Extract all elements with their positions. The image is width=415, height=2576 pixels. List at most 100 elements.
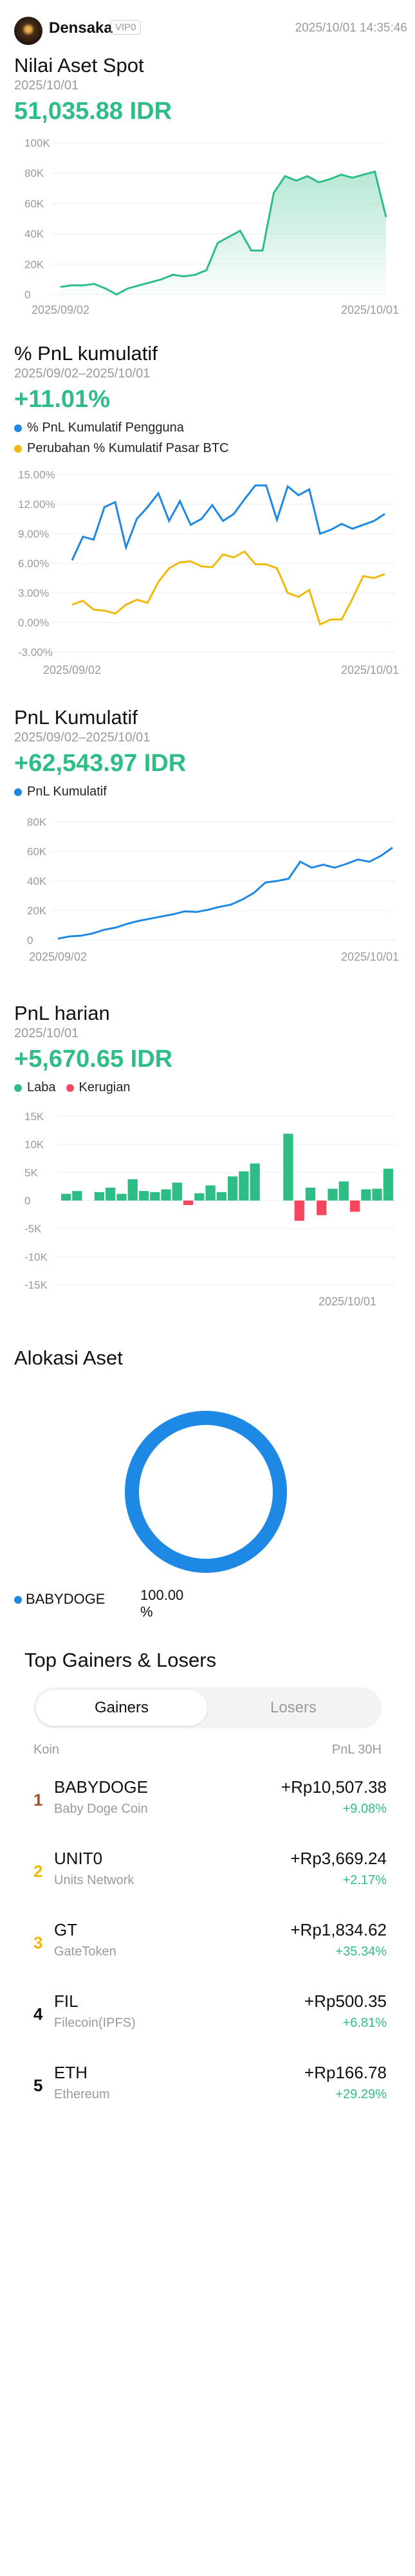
pnl-cum-line — [57, 846, 393, 940]
profit-bar — [161, 1189, 171, 1201]
coin-pnl-pct: +2.17% — [342, 1873, 387, 1887]
alloc-legend-item: BABYDOGE 100.00 % — [14, 1587, 183, 1626]
profit-bar — [138, 1191, 149, 1201]
pnl-cum-title: PnL Kumulatif — [14, 706, 138, 729]
rank-number: 4 — [33, 2004, 43, 2024]
avatar[interactable] — [14, 17, 42, 45]
username: Densaka — [49, 19, 113, 37]
coin-symbol: BABYDOGE — [54, 1777, 148, 1797]
y-tick-label: 100K — [24, 137, 50, 149]
coin-pnl-pct: +29.29% — [335, 2087, 387, 2101]
coin-name: Ethereum — [54, 2087, 110, 2101]
pnl-pct-chart[interactable]: 15.00% 12.00% 9.00% 6.00% 3.00% 0.00% -3.00% 20… — [0, 463, 415, 682]
profit-bar — [361, 1189, 371, 1201]
alloc-slice-babydoge — [125, 1411, 287, 1573]
gainer-row[interactable]: 2 UNIT0 Units Network +Rp3,669.24 +2.17% — [0, 1841, 415, 1905]
y-tick-label: 20K — [24, 259, 44, 271]
y-tick-label: 80K — [27, 816, 47, 828]
coin-pnl: +Rp1,834.62 — [290, 1920, 387, 1939]
btc-line — [71, 550, 385, 626]
profit-bar — [228, 1176, 238, 1201]
profit-bar — [283, 1134, 293, 1201]
gainer-row[interactable]: 4 FIL Filecoin(IPFS) +Rp500.35 +6.81% — [0, 1984, 415, 2048]
coin-pnl: +Rp500.35 — [304, 1991, 387, 2011]
loss-bar — [294, 1201, 304, 1221]
profit-bar — [72, 1191, 82, 1201]
legend-user: % PnL Kumulatif Pengguna — [14, 421, 184, 435]
loss-bar — [317, 1201, 327, 1215]
y-tick-label: 15K — [24, 1111, 44, 1123]
coin-pnl: +Rp166.78 — [304, 2063, 387, 2082]
x-tick-label: 2025/10/01 — [341, 950, 399, 963]
pnl-cum-date: 2025/09/02–2025/10/01 — [14, 730, 151, 745]
tab-losers[interactable]: Losers — [270, 1699, 317, 1716]
y-tick-label: -3.00% — [18, 646, 53, 658]
user-line — [71, 484, 385, 561]
rank-number: 1 — [33, 1790, 43, 1810]
coin-pnl-pct: +9.08% — [342, 1802, 387, 1816]
coin-name: Filecoin(IPFS) — [54, 2016, 136, 2030]
pnl-daily-value: +5,670.65 IDR — [14, 1046, 173, 1073]
y-tick-label: 0 — [24, 1195, 30, 1207]
vip-badge: VIP0 — [111, 20, 141, 35]
profit-bar — [383, 1168, 393, 1201]
y-tick-label: 0.00% — [18, 617, 49, 629]
pnl-daily-chart[interactable]: 15K 10K 5K 0 -5K -10K -15K 2025/10/01 — [0, 1101, 415, 1326]
coin-symbol: FIL — [54, 1991, 78, 2011]
tab-gainers[interactable]: Gainers — [36, 1690, 207, 1726]
x-tick-label: 2025/09/02 — [29, 950, 87, 963]
coin-symbol: UNIT0 — [54, 1849, 103, 1868]
y-tick-label: 0 — [27, 934, 33, 947]
pnl-cum-chart[interactable]: 80K 60K 40K 20K 0 2025/09/02 2025/10/01 — [0, 809, 415, 983]
y-tick-label: 15.00% — [18, 469, 55, 481]
pnl-daily-title: PnL harian — [14, 1002, 110, 1024]
pnl-pct-value: +11.01% — [14, 386, 110, 413]
timestamp: 2025/10/01 14:35:46 — [295, 21, 407, 35]
y-tick-label: 0 — [24, 289, 30, 301]
loss-bar — [349, 1201, 360, 1212]
legend-pnl-cum-dot — [14, 788, 22, 796]
profit-bar — [61, 1193, 71, 1201]
coin-name: GateToken — [54, 1945, 116, 1959]
profit-bar — [127, 1179, 138, 1201]
profit-bar — [106, 1187, 116, 1201]
x-tick-label: 2025/10/01 — [341, 664, 399, 676]
rank-number: 2 — [33, 1862, 43, 1881]
alloc-legend-pct-sign: % — [140, 1604, 153, 1620]
y-tick-label: 6.00% — [18, 558, 49, 570]
x-tick-label: 2025/09/02 — [32, 304, 89, 316]
y-tick-label: 5K — [24, 1166, 38, 1179]
alloc-donut-chart[interactable] — [109, 1395, 302, 1588]
col-pnl-header: PnL 30H — [331, 1743, 382, 1757]
y-tick-label: 9.00% — [18, 528, 49, 540]
profit-bar — [205, 1185, 216, 1201]
spot-title: Nilai Aset Spot — [14, 54, 144, 77]
y-tick-label: 40K — [27, 875, 47, 887]
y-tick-label: 20K — [27, 905, 47, 917]
spot-value: 51,035.88 IDR — [14, 98, 172, 125]
rank-number: 5 — [33, 2076, 43, 2095]
profit-bar — [172, 1183, 182, 1201]
profit-bar — [305, 1187, 316, 1201]
profit-bar — [94, 1192, 105, 1201]
coin-name: Units Network — [54, 1873, 134, 1887]
y-tick-label: -10K — [24, 1251, 48, 1263]
coin-symbol: ETH — [54, 2063, 88, 2082]
profit-bar — [150, 1192, 160, 1201]
legend-btc: Perubahan % Kumulatif Pasar BTC — [14, 441, 229, 456]
spot-line — [60, 170, 387, 296]
col-coin-header: Koin — [33, 1743, 60, 1757]
y-tick-label: 60K — [27, 846, 47, 858]
gainer-row[interactable]: 1 BABYDOGE Baby Doge Coin +Rp10,507.38 +9.08… — [0, 1770, 415, 1834]
legend-loss-dot — [66, 1084, 74, 1092]
pnl-daily-date: 2025/10/01 — [14, 1026, 79, 1040]
gainer-row[interactable]: 3 GT GateToken +Rp1,834.62 +35.34% — [0, 1912, 415, 1977]
y-tick-label: 80K — [24, 167, 44, 179]
profit-bar — [194, 1193, 205, 1201]
gainer-row[interactable]: 5 ETH Ethereum +Rp166.78 +29.29% — [0, 2055, 415, 2119]
legend-profit-dot — [14, 1084, 22, 1092]
coin-pnl-pct: +6.81% — [342, 2016, 387, 2030]
legend-user-dot — [14, 424, 22, 432]
alloc-legend-dot — [14, 1596, 22, 1604]
